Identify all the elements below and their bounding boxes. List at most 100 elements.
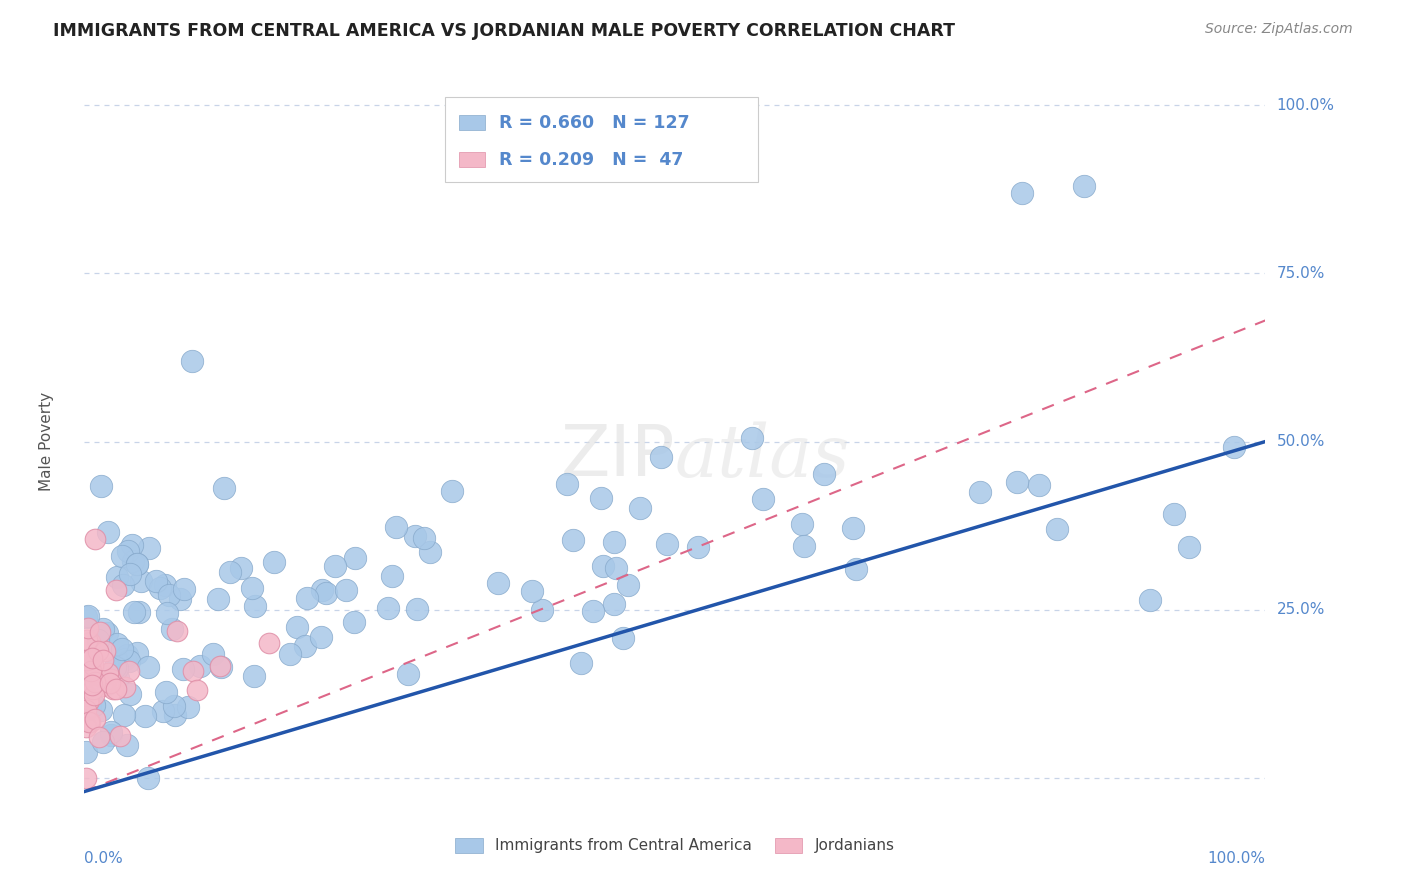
Point [157,588,180,602]
Point [75,609,97,624]
Point [125,646,148,660]
Point [87,643,110,657]
Point [112,578,135,592]
Point [115,738,138,752]
Point [84,674,107,689]
Point [118,664,141,678]
Point [79,714,101,729]
Point [160,622,183,636]
Text: 0.0%: 0.0% [84,851,124,865]
Point [87,731,110,745]
Point [845,562,868,576]
Point [741,431,763,445]
Point [592,558,614,573]
Point [180,353,202,368]
Point [104,660,127,674]
Point [155,685,177,699]
Point [122,606,145,620]
Point [202,647,225,661]
Point [793,539,815,553]
Point [136,659,159,673]
Point [240,581,263,595]
Point [212,481,235,495]
Point [79,714,101,729]
Point [605,561,627,575]
Point [134,709,156,723]
Point [107,671,129,685]
Point [385,520,408,534]
Point [117,543,139,558]
Point [172,662,194,676]
Point [90,703,112,717]
Point [79,688,101,702]
Point [165,708,187,723]
Point [115,648,138,663]
Point [91,679,114,693]
Point [650,450,672,464]
FancyBboxPatch shape [458,115,485,130]
Point [323,559,346,574]
Point [603,597,626,611]
Point [96,676,118,690]
Point [589,491,612,505]
Point [790,517,813,532]
Point [404,529,426,543]
Point [80,666,103,681]
Point [657,536,679,550]
Text: Male Poverty: Male Poverty [39,392,53,491]
Point [169,592,191,607]
Point [285,620,308,634]
Point [80,651,103,665]
Point [96,626,118,640]
Point [396,667,419,681]
Point [76,695,98,709]
Point [84,532,107,546]
Point [1223,440,1246,454]
Point [104,582,127,597]
Point [295,591,318,606]
Point [486,576,509,591]
Point [77,714,100,728]
Point [243,669,266,683]
Text: R = 0.660   N = 127: R = 0.660 N = 127 [499,114,689,132]
Point [617,578,640,592]
Point [752,491,775,506]
Point [104,681,127,696]
Point [118,567,141,582]
Legend: Immigrants from Central America, Jordanians: Immigrants from Central America, Jordani… [449,831,901,860]
Point [173,582,195,596]
Point [231,561,253,575]
Point [413,532,436,546]
Point [278,647,301,661]
Point [440,483,463,498]
Point [76,633,98,648]
Point [97,666,120,681]
Point [181,665,204,679]
Point [111,549,134,563]
Point [177,700,200,714]
Point [263,555,285,569]
Point [1011,186,1033,200]
Point [294,640,316,654]
Point [79,634,101,648]
Point [1005,475,1028,490]
Point [77,657,100,672]
Point [79,700,101,714]
Point [75,721,97,735]
Point [219,566,242,580]
Point [243,599,266,614]
Point [76,689,98,703]
Point [75,771,97,785]
Point [84,712,107,726]
Point [315,586,337,600]
Point [163,699,186,714]
Point [93,643,115,657]
Point [90,479,112,493]
Point [311,583,333,598]
Text: 75.0%: 75.0% [1277,266,1324,281]
Point [562,533,585,548]
Point [530,603,553,617]
Point [93,735,115,749]
Point [100,725,122,739]
Point [75,704,97,718]
